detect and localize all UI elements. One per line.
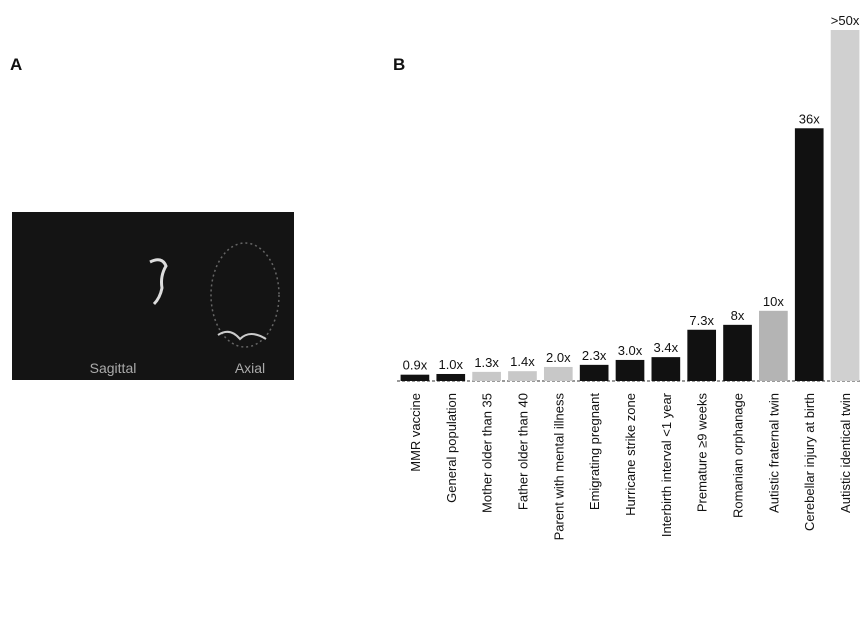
image-caption: Axial <box>235 360 265 376</box>
x-tick-label: Hurricane strike zone <box>623 393 638 516</box>
bar <box>579 364 609 381</box>
value-label: 7.3x <box>689 313 714 328</box>
bar <box>759 310 788 381</box>
bar <box>615 359 645 381</box>
bar <box>830 30 860 381</box>
value-label: 1.4x <box>510 354 535 369</box>
mri-image: Sagittal Axial <box>12 212 294 380</box>
x-tick-label: Cerebellar injury at birth <box>802 393 817 531</box>
value-label: 2.3x <box>582 348 607 363</box>
value-label: 0.9x <box>403 358 428 373</box>
x-tick-label: Premature ≥9 weeks <box>695 393 710 513</box>
bar <box>436 373 466 381</box>
x-tick-label: Parent with mental illness <box>551 393 566 541</box>
value-label: >50x <box>831 13 860 28</box>
value-label: 2.0x <box>546 350 571 365</box>
x-tick-label: Autistic identical twin <box>838 393 853 513</box>
value-label: 1.0x <box>438 357 463 372</box>
value-label: 3.0x <box>618 343 643 358</box>
x-tick-label: General population <box>444 393 459 503</box>
x-tick-label: Autistic fraternal twin <box>766 393 781 513</box>
value-label: 3.4x <box>654 340 679 355</box>
bar <box>400 374 430 381</box>
image-caption: Sagittal <box>90 360 137 376</box>
x-tick-label: Mother older than 35 <box>480 393 495 513</box>
x-tick-label: Romanian orphanage <box>731 393 746 518</box>
x-tick-label: Father older than 40 <box>515 393 530 510</box>
bar <box>794 128 824 381</box>
bar <box>543 366 573 381</box>
panel-label: B <box>393 55 405 74</box>
panel-label: A <box>10 55 22 74</box>
value-label: 1.3x <box>474 355 499 370</box>
image-detail <box>217 330 267 341</box>
value-label: 10x <box>763 294 784 309</box>
bar <box>687 329 717 381</box>
image-detail <box>210 242 280 348</box>
image-background <box>12 212 294 380</box>
bar <box>651 357 681 381</box>
image-detail <box>149 258 168 306</box>
value-label: 36x <box>799 111 820 126</box>
x-tick-label: Emigrating pregnant <box>587 393 602 510</box>
bar <box>508 371 537 381</box>
bar <box>472 371 501 381</box>
value-label: 8x <box>731 308 745 323</box>
bar <box>723 324 752 381</box>
x-tick-label: MMR vaccine <box>408 393 423 472</box>
x-tick-label: Interbirth interval <1 year <box>659 392 674 537</box>
